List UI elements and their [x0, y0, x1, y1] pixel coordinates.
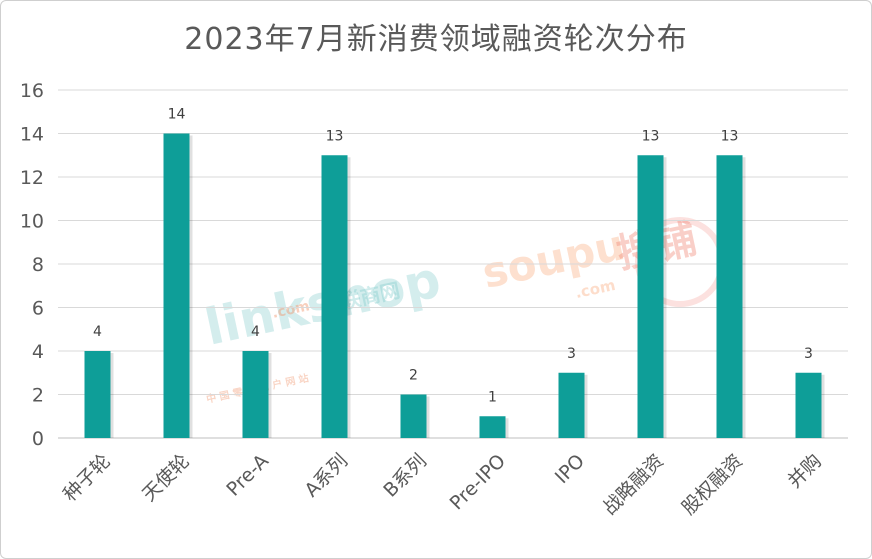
bar: [242, 351, 269, 438]
y-tick-label: 16: [20, 80, 44, 102]
bars: [84, 133, 825, 438]
x-tick-label: 战略融资: [599, 450, 668, 519]
bar: [321, 155, 348, 438]
y-tick-label: 4: [32, 341, 44, 363]
x-tick-label: IPO: [551, 450, 589, 488]
data-label: 4: [251, 324, 260, 340]
x-tick-label: Pre-A: [222, 450, 273, 501]
y-tick-label: 0: [32, 428, 44, 450]
bar: [795, 372, 822, 438]
data-label: 13: [326, 128, 344, 144]
x-tick-label: Pre-IPO: [446, 450, 510, 514]
x-tick-label: 股权融资: [678, 450, 747, 519]
y-axis-ticks: 0 2 4 6 8 10 12 14 16: [20, 80, 44, 450]
x-tick-label: 天使轮: [138, 450, 194, 506]
y-tick-label: 12: [20, 167, 44, 189]
bar: [637, 155, 664, 438]
gridlines: [58, 89, 848, 439]
bar: [479, 416, 506, 438]
data-label: 4: [93, 324, 102, 340]
data-label: 13: [721, 128, 739, 144]
y-tick-label: 8: [32, 254, 44, 276]
y-tick-label: 10: [20, 211, 44, 233]
bar: [400, 394, 427, 438]
x-tick-label: A系列: [300, 450, 352, 502]
bar: [716, 155, 743, 438]
y-tick-label: 2: [32, 385, 44, 407]
bar: [84, 351, 111, 438]
bar: [558, 372, 585, 438]
data-label: 13: [642, 128, 660, 144]
data-label: 3: [567, 346, 576, 362]
data-label: 2: [409, 368, 418, 384]
x-tick-label: 并购: [784, 450, 826, 492]
x-tick-label: 种子轮: [59, 450, 115, 506]
y-tick-label: 6: [32, 298, 44, 320]
chart-title: 2023年7月新消费领域融资轮次分布: [184, 22, 688, 57]
x-tick-label: B系列: [379, 450, 431, 502]
data-label: 1: [488, 389, 497, 405]
data-label: 3: [804, 346, 813, 362]
y-tick-label: 14: [20, 124, 44, 146]
x-axis-labels: 种子轮 天使轮 Pre-A A系列 B系列 Pre-IPO IPO 战略融资 股权融资 并购: [59, 450, 826, 519]
bar: [163, 133, 190, 438]
data-label: 14: [168, 107, 186, 123]
